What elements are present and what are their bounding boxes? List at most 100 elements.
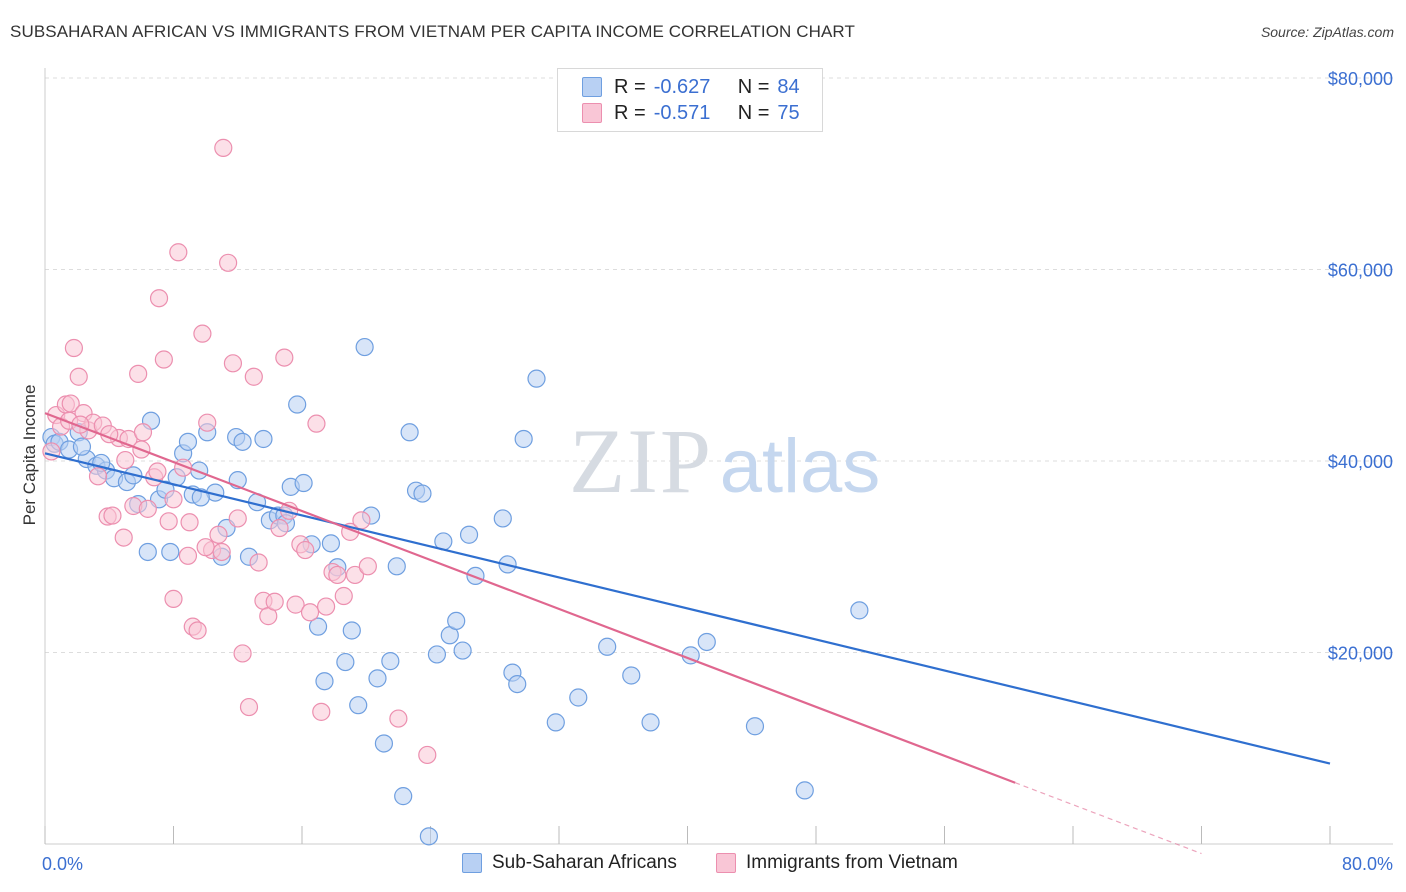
data-point [546, 713, 565, 732]
data-point [419, 827, 438, 846]
y-tick-label: $60,000 [1328, 261, 1393, 281]
data-point [334, 586, 353, 606]
series-legend: Sub-Saharan Africans Immigrants from Vie… [0, 852, 1406, 876]
watermark: ZIP atlas [569, 410, 880, 512]
data-point [288, 395, 307, 414]
data-point [188, 621, 207, 640]
data-point [349, 696, 368, 715]
watermark-zip: ZIP [569, 410, 713, 512]
data-point [389, 709, 408, 728]
data-point [308, 617, 328, 636]
data-point [300, 603, 320, 622]
data-point [358, 557, 377, 576]
data-point [400, 423, 419, 442]
data-point [850, 601, 869, 620]
data-point [149, 289, 169, 308]
data-point [191, 488, 210, 507]
data-point [355, 337, 374, 357]
data-point [381, 652, 400, 671]
data-point [133, 423, 153, 442]
data-point [233, 644, 252, 663]
data-point [129, 364, 148, 383]
data-point [88, 467, 108, 486]
legend-r-label: R = [614, 75, 646, 98]
legend-row-sub-saharan: R = -0.627 N = 84 [582, 74, 800, 100]
data-point [219, 253, 238, 272]
data-point [342, 621, 361, 640]
data-point [116, 450, 135, 470]
data-point [103, 506, 122, 525]
chart-source: Source: ZipAtlas.com [1260, 24, 1394, 40]
data-point [527, 369, 546, 388]
y-axis-label: Per Capita Income [20, 385, 39, 526]
data-point [223, 354, 243, 373]
data-point [254, 429, 273, 449]
legend-swatch-blue [462, 853, 482, 873]
data-point [249, 553, 268, 572]
legend-n-label: N = [737, 75, 770, 98]
data-point [296, 540, 315, 560]
data-point [336, 652, 355, 672]
legend-r-value: -0.627 [653, 75, 711, 98]
data-point [427, 645, 447, 664]
data-point [148, 462, 167, 481]
data-point [413, 484, 432, 503]
legend-item-vietnam[interactable]: Immigrants from Vietnam [716, 852, 958, 874]
correlation-legend: R = -0.627 N = 84 R = -0.571 N = 75 [557, 68, 823, 132]
data-point [164, 589, 183, 608]
data-point [345, 565, 365, 585]
data-point [138, 499, 157, 518]
data-point [154, 350, 173, 369]
legend-swatch-blue [582, 77, 602, 97]
data-point [294, 473, 313, 493]
data-point [508, 674, 527, 694]
data-point [315, 672, 334, 691]
data-point [418, 745, 437, 765]
data-point [459, 525, 479, 544]
data-point [321, 534, 341, 553]
data-point [214, 138, 233, 157]
data-point [64, 338, 84, 358]
data-point [795, 781, 814, 800]
trend-line-extrapolated [1014, 782, 1202, 855]
legend-swatch-pink [582, 103, 602, 123]
data-point [138, 542, 157, 562]
legend-row-vietnam: R = -0.571 N = 75 [582, 100, 800, 126]
data-point [239, 697, 259, 717]
data-point [193, 324, 212, 343]
x-tick-label-max: 80.0% [1342, 854, 1393, 874]
y-tick-label: $40,000 [1328, 452, 1393, 472]
data-point [598, 637, 617, 656]
grid-layer [45, 77, 1393, 653]
data-point [307, 414, 326, 433]
data-point [493, 509, 512, 528]
data-point [569, 688, 588, 707]
data-point [352, 511, 371, 530]
data-point [514, 429, 533, 449]
data-point [228, 509, 247, 528]
legend-item-sub-saharan[interactable]: Sub-Saharan Africans [462, 852, 677, 874]
data-point [209, 525, 228, 544]
data-point [270, 518, 289, 538]
legend-swatch-pink [716, 853, 736, 873]
legend-n-value: 84 [777, 75, 800, 98]
data-point [453, 641, 472, 660]
trend-lines [44, 412, 1331, 855]
y-tick-label: $80,000 [1328, 69, 1393, 89]
legend-r-label: R = [614, 101, 646, 124]
data-point [745, 717, 765, 736]
legend-n-value: 75 [777, 101, 800, 124]
series-sub-saharan-points [42, 337, 869, 846]
trend-line [44, 452, 1331, 765]
axis-layer: $20,000 $40,000 $60,000 $80,000 [44, 68, 1393, 845]
data-point [196, 538, 215, 557]
legend-item-label: Immigrants from Vietnam [746, 852, 958, 873]
legend-n-label: N = [737, 101, 770, 124]
data-point [233, 432, 252, 451]
y-tick-label: $20,000 [1328, 644, 1393, 664]
data-point [641, 713, 660, 732]
data-point [312, 702, 331, 721]
data-point [697, 632, 716, 652]
data-point [178, 432, 198, 451]
